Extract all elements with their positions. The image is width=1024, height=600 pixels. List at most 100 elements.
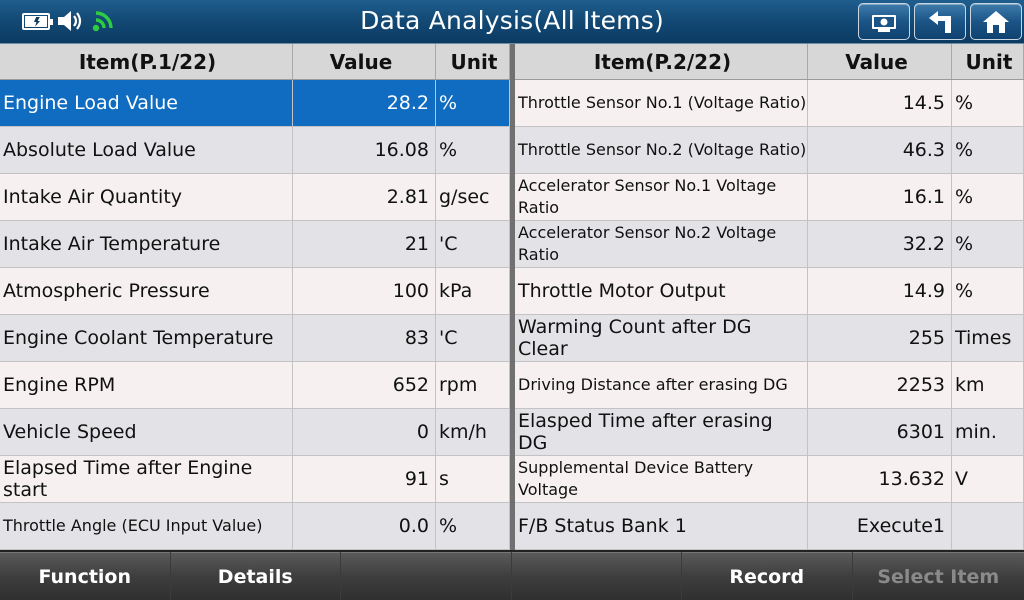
item-value: 100 xyxy=(293,268,436,314)
table-row[interactable]: Elapsed Time after Engine start 91 s xyxy=(0,456,510,503)
item-name: Warming Count after DG Clear xyxy=(515,315,808,361)
item-name: Engine Coolant Temperature xyxy=(0,315,293,361)
item-name: Absolute Load Value xyxy=(0,127,293,173)
select-item-button[interactable]: Select Item xyxy=(852,552,1024,600)
table-row[interactable]: F/B Status Bank 1 Execute1 xyxy=(515,503,1024,550)
back-button[interactable] xyxy=(914,3,966,40)
table-row[interactable]: Driving Distance after erasing DG 2253 k… xyxy=(515,362,1024,409)
record-button[interactable]: Record xyxy=(682,552,852,600)
item-value: 32.2 xyxy=(808,221,952,267)
item-name: Engine RPM xyxy=(0,362,293,408)
column-header-value: Value xyxy=(808,44,952,79)
item-value: 2.81 xyxy=(293,174,436,220)
item-unit: km xyxy=(952,362,1024,408)
item-name: Throttle Angle (ECU Input Value) xyxy=(0,503,293,549)
item-unit: % xyxy=(952,221,1024,267)
item-unit: V xyxy=(952,456,1024,502)
title-bar: Data Analysis(All Items) xyxy=(0,0,1024,44)
function-button[interactable]: Function xyxy=(0,552,170,600)
home-button[interactable] xyxy=(970,3,1022,40)
item-unit: km/h xyxy=(436,409,510,455)
table-header: Item(P.1/22) Value Unit xyxy=(0,44,510,80)
table-row[interactable]: Engine Coolant Temperature 83 'C xyxy=(0,315,510,362)
item-name: Atmospheric Pressure xyxy=(0,268,293,314)
table-row[interactable]: Accelerator Sensor No.2 Voltage Ratio 32… xyxy=(515,221,1024,268)
item-unit: % xyxy=(952,174,1024,220)
item-unit: % xyxy=(952,80,1024,126)
item-value: 83 xyxy=(293,315,436,361)
item-value: 13.632 xyxy=(808,456,952,502)
home-icon xyxy=(983,10,1009,33)
item-unit: kPa xyxy=(436,268,510,314)
item-value: Execute1 xyxy=(808,503,952,549)
item-value: 16.08 xyxy=(293,127,436,173)
item-name: Elapsed Time after Engine start xyxy=(0,456,293,502)
table-row[interactable]: Vehicle Speed 0 km/h xyxy=(0,409,510,456)
item-name: Engine Load Value xyxy=(0,80,293,126)
speaker-icon xyxy=(58,11,82,31)
table-row[interactable]: Throttle Sensor No.2 (Voltage Ratio) 46.… xyxy=(515,127,1024,174)
item-unit: 'C xyxy=(436,221,510,267)
item-value: 46.3 xyxy=(808,127,952,173)
table-row[interactable]: Warming Count after DG Clear 255 Times xyxy=(515,315,1024,362)
item-name: Elasped Time after erasing DG xyxy=(515,409,808,455)
item-value: 14.9 xyxy=(808,268,952,314)
item-unit: rpm xyxy=(436,362,510,408)
back-arrow-icon xyxy=(929,10,951,33)
item-name: Intake Air Temperature xyxy=(0,221,293,267)
table-row[interactable]: Throttle Motor Output 14.9 % xyxy=(515,268,1024,315)
table-row[interactable]: Intake Air Quantity 2.81 g/sec xyxy=(0,174,510,221)
item-unit: s xyxy=(436,456,510,502)
details-button[interactable]: Details xyxy=(170,552,340,600)
item-unit: % xyxy=(436,503,510,549)
screenshot-button[interactable] xyxy=(858,3,910,40)
table-row[interactable]: Absolute Load Value 16.08 % xyxy=(0,127,510,174)
item-value: 21 xyxy=(293,221,436,267)
blank-button-2[interactable] xyxy=(511,552,681,600)
item-name: Vehicle Speed xyxy=(0,409,293,455)
data-table-right: Item(P.2/22) Value Unit Throttle Sensor … xyxy=(515,44,1024,550)
column-header-unit: Unit xyxy=(436,44,510,79)
item-unit: 'C xyxy=(436,315,510,361)
item-name: Intake Air Quantity xyxy=(0,174,293,220)
column-header-value: Value xyxy=(293,44,436,79)
item-unit: % xyxy=(436,80,510,126)
status-icons xyxy=(22,8,116,34)
item-name: Accelerator Sensor No.1 Voltage Ratio xyxy=(515,174,808,220)
item-value: 652 xyxy=(293,362,436,408)
blank-button-1[interactable] xyxy=(341,552,511,600)
item-name: Accelerator Sensor No.2 Voltage Ratio xyxy=(515,221,808,267)
table-row[interactable]: Atmospheric Pressure 100 kPa xyxy=(0,268,510,315)
item-name: Throttle Motor Output xyxy=(515,268,808,314)
data-table-left: Item(P.1/22) Value Unit Engine Load Valu… xyxy=(0,44,510,550)
item-value: 0 xyxy=(293,409,436,455)
item-name: Driving Distance after erasing DG xyxy=(515,362,808,408)
table-row[interactable]: Throttle Sensor No.1 (Voltage Ratio) 14.… xyxy=(515,80,1024,127)
column-header-item: Item(P.2/22) xyxy=(515,44,808,79)
item-unit: g/sec xyxy=(436,174,510,220)
table-row[interactable]: Supplemental Device Battery Voltage 13.6… xyxy=(515,456,1024,503)
item-name: Throttle Sensor No.2 (Voltage Ratio) xyxy=(515,127,808,173)
item-unit: % xyxy=(952,127,1024,173)
item-value: 2253 xyxy=(808,362,952,408)
table-row[interactable]: Elasped Time after erasing DG 6301 min. xyxy=(515,409,1024,456)
table-row[interactable]: Intake Air Temperature 21 'C xyxy=(0,221,510,268)
item-unit: min. xyxy=(952,409,1024,455)
table-row[interactable]: Throttle Angle (ECU Input Value) 0.0 % xyxy=(0,503,510,550)
item-unit: % xyxy=(952,268,1024,314)
table-row[interactable]: Engine Load Value 28.2 % xyxy=(0,80,510,127)
item-value: 14.5 xyxy=(808,80,952,126)
screenshot-icon xyxy=(872,14,896,32)
item-unit xyxy=(952,503,1024,549)
bottom-toolbar: Function Details Record Select Item xyxy=(0,550,1024,600)
table-row[interactable]: Accelerator Sensor No.1 Voltage Ratio 16… xyxy=(515,174,1024,221)
item-unit: Times xyxy=(952,315,1024,361)
column-header-unit: Unit xyxy=(952,44,1024,79)
page-title: Data Analysis(All Items) xyxy=(360,6,664,35)
item-name: F/B Status Bank 1 xyxy=(515,503,808,549)
table-row[interactable]: Engine RPM 652 rpm xyxy=(0,362,510,409)
column-header-item: Item(P.1/22) xyxy=(0,44,293,79)
table-header: Item(P.2/22) Value Unit xyxy=(515,44,1024,80)
item-value: 16.1 xyxy=(808,174,952,220)
item-value: 28.2 xyxy=(293,80,436,126)
